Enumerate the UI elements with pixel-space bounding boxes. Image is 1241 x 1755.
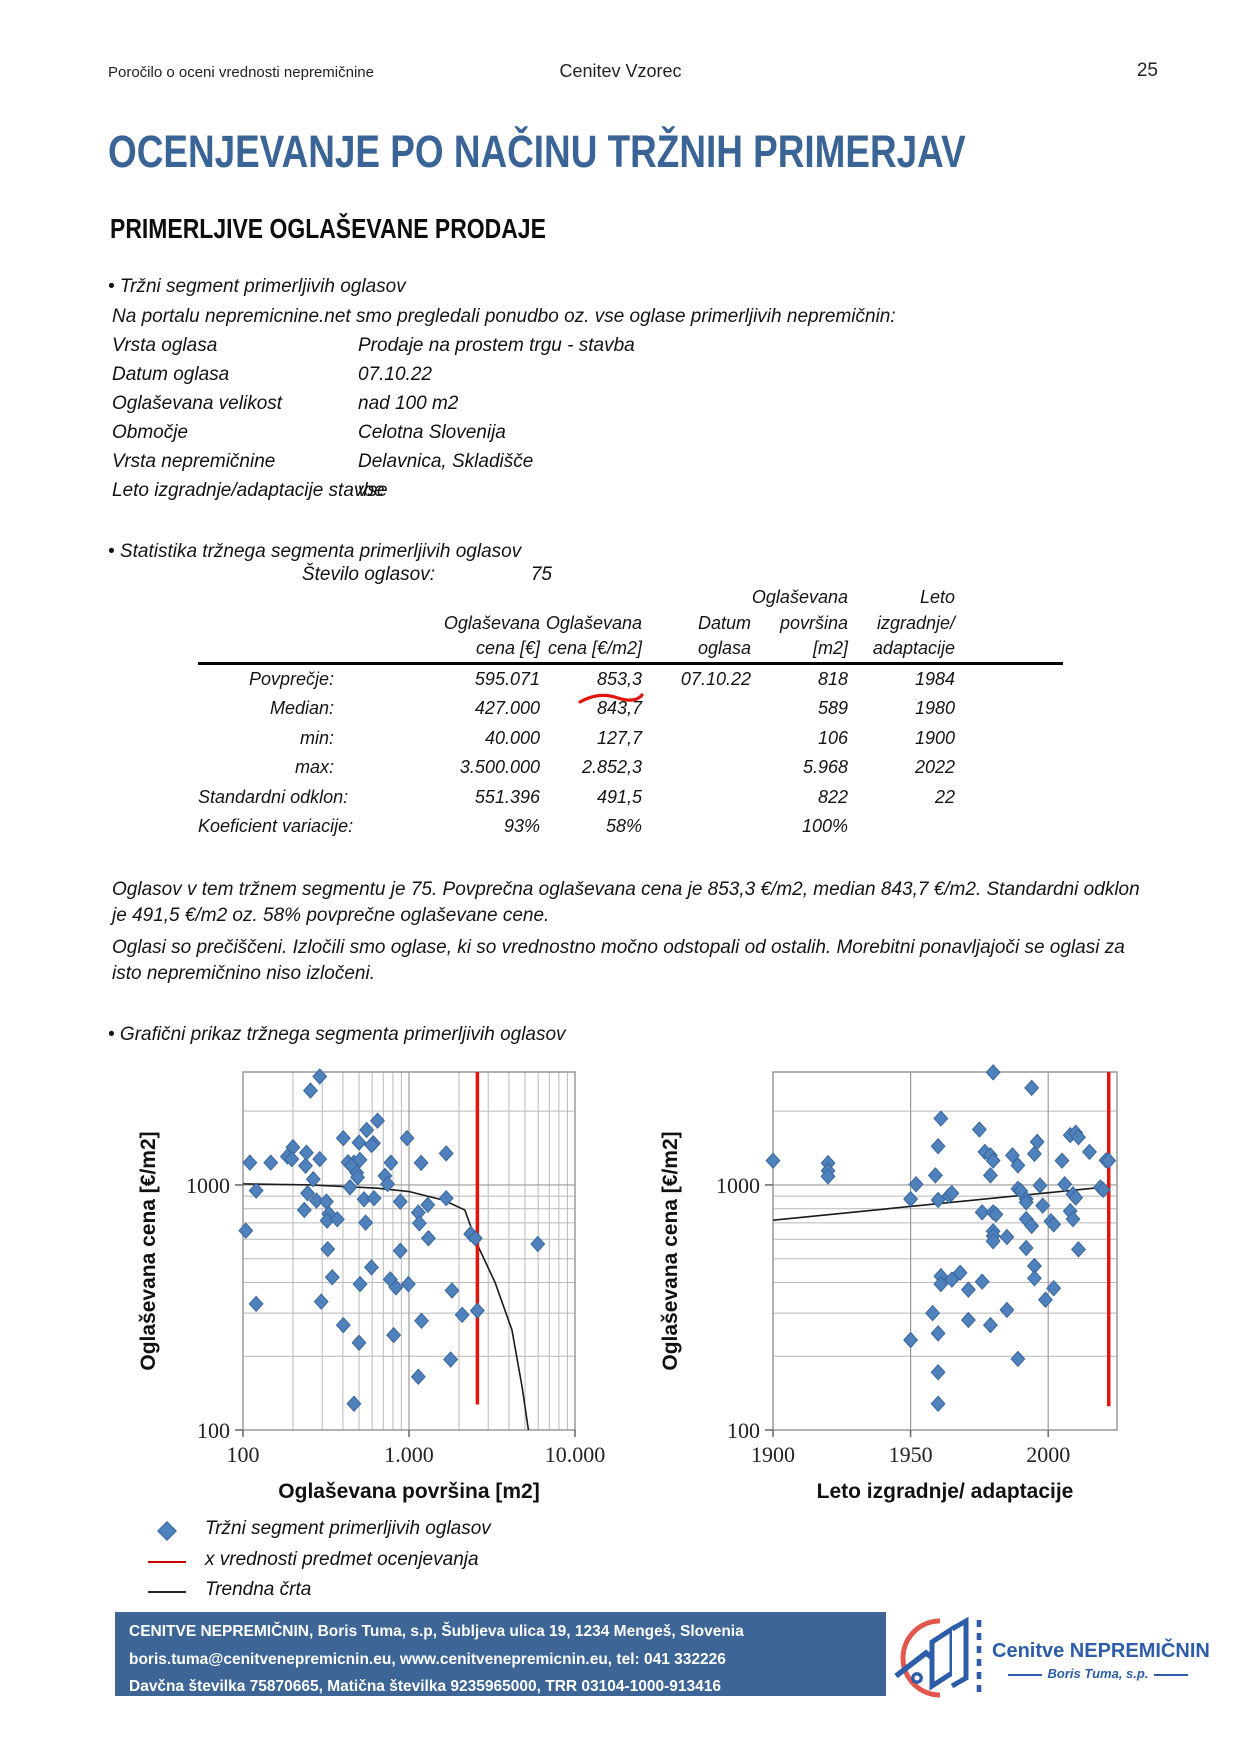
kv-label: Vrsta oglasa (112, 335, 218, 356)
svg-text:1000: 1000 (716, 1173, 760, 1198)
footer-contact-bar: CENITVE NEPREMIČNIN, Boris Tuma, s.p, Šu… (115, 1612, 886, 1696)
kv-value: Delavnica, Skladišče (358, 451, 534, 472)
legend-label: Tržni segment primerljivih oglasov (205, 1518, 491, 1539)
col-header: Leto izgradnje/adaptacije (848, 585, 955, 665)
kv-value: Celotna Slovenija (358, 422, 506, 443)
statistics-bullet: • Statistika tržnega segmenta primerljiv… (108, 541, 522, 562)
col-header: Oglaševana cena [€] (334, 585, 540, 665)
svg-text:10.000: 10.000 (545, 1442, 606, 1467)
kv-label: Leto izgradnje/adaptacije stavbe (112, 480, 385, 501)
col-header: Datum oglasa (642, 585, 751, 665)
legend-label: Trendna črta (205, 1579, 312, 1600)
svg-text:100: 100 (727, 1418, 760, 1443)
svg-text:Oglaševana cena [€/m2]: Oglaševana cena [€/m2] (137, 1131, 160, 1370)
red-squiggle-annotation (578, 693, 644, 704)
red-line-icon (148, 1549, 188, 1575)
kv-label: Oglaševana velikost (112, 393, 283, 414)
col-header (198, 585, 334, 665)
logo-title: Cenitve NEPREMIČNIN (992, 1640, 1210, 1662)
kv-value: Prodaje na prostem trgu - stavba (358, 335, 635, 356)
segment-bullet: • Tržni segment primerljivih oglasov (108, 276, 406, 297)
legend-label: x vrednosti predmet ocenjevanja (205, 1549, 479, 1570)
legend-item-red-line: x vrednosti predmet ocenjevanja (0, 1549, 600, 1575)
svg-text:1.000: 1.000 (384, 1442, 434, 1467)
table-header-row: Oglaševana cena [€] Oglaševana cena [€/m2]… (198, 585, 1063, 665)
section-heading: PRIMERLJIVE OGLAŠEVANE PRODAJE (110, 213, 546, 244)
col-header: Oglaševana površina [m2] (751, 585, 848, 665)
page-number: 25 (1136, 60, 1158, 81)
logo-subtitle: Boris Tuma, s.p. (992, 1666, 1204, 1681)
kv-value: vse (358, 480, 388, 501)
chart-svg: 100 1.000 10.000 100 1000 Oglaševana površina… (137, 1068, 606, 1503)
table-row: Median: 427.000 843,7 589 1980 (269, 698, 955, 718)
segment-intro: Na portalu nepremicnine.net smo pregleda… (112, 306, 896, 327)
scatter-chart-price-vs-area: 100 1.000 10.000 100 1000 Oglaševana površina… (95, 1040, 640, 1525)
svg-text:1950: 1950 (889, 1442, 933, 1467)
table-row: min: 40.000 127,7 106 1900 (299, 727, 955, 748)
scatter-chart-price-vs-year: 1900 1950 2000 100 1000 Leto izgradnje/ adapt… (630, 1040, 1195, 1525)
kv-label: Vrsta nepremičnine (112, 451, 276, 472)
svg-text:1900: 1900 (751, 1442, 795, 1467)
summary-paragraph: Oglasov v tem tržnem segmentu je 75. Pov… (112, 879, 1140, 926)
company-logo: Cenitve NEPREMIČNIN Boris Tuma, s.p. (886, 1612, 1216, 1704)
ads-count-value: 75 (530, 564, 552, 585)
header-center: Cenitev Vzorec (559, 61, 682, 81)
ads-count-label: Število oglasov: (301, 564, 435, 585)
kv-label: Območje (112, 422, 189, 443)
legend-item-trend: Trendna črta (0, 1579, 600, 1605)
svg-text:Leto izgradnje/ adaptacije: Leto izgradnje/ adaptacije (817, 1480, 1074, 1503)
statistics-table: Oglaševana cena [€] Oglaševana cena [€/m2]… (198, 585, 1063, 842)
footer-line: Davčna številka 75870665, Matična števil… (129, 1678, 722, 1695)
page-title: OCENJEVANJE PO NAČINU TRŽNIH PRIMERJAV (108, 126, 966, 177)
footer-line: boris.tuma@cenitvenepremicnin.eu, www.ce… (129, 1650, 726, 1668)
diamond-marker-icon (148, 1518, 188, 1544)
svg-text:100: 100 (227, 1442, 260, 1467)
charts-bullet: • Grafični prikaz tržnega segmenta prime… (108, 1024, 566, 1045)
legend-item-points: Tržni segment primerljivih oglasov (0, 1518, 600, 1544)
kv-value: 07.10.22 (358, 364, 432, 385)
svg-text:1000: 1000 (186, 1173, 230, 1198)
black-line-icon (148, 1579, 188, 1605)
svg-text:2000: 2000 (1026, 1442, 1070, 1467)
header-left: Poročilo o oceni vrednosti nepremičnine (108, 64, 374, 81)
chart-svg: 1900 1950 2000 100 1000 Leto izgradnje/ adapt… (659, 1064, 1118, 1503)
table-row: Povprečje: 595.071 853,3 07.10.22 818 1984 (248, 668, 955, 689)
svg-text:Oglaševana površina [m2]: Oglaševana površina [m2] (278, 1480, 539, 1503)
house-logo-icon (894, 1616, 982, 1698)
svg-text:100: 100 (197, 1418, 230, 1443)
table-row: Koeficient variacije: 93% 58% 100% (198, 816, 848, 836)
col-header: Oglaševana cena [€/m2] (540, 585, 642, 665)
table-row: Standardni odklon: 551.396 491,5 822 22 (198, 786, 955, 807)
table-row: max: 3.500.000 2.852,3 5.968 2022 (294, 757, 955, 777)
kv-value: nad 100 m2 (358, 393, 459, 414)
svg-text:Oglaševana cena [€/m2]: Oglaševana cena [€/m2] (659, 1131, 682, 1370)
kv-label: Datum oglasa (112, 364, 230, 385)
footer-line: CENITVE NEPREMIČNIN, Boris Tuma, s.p, Šu… (129, 1623, 744, 1640)
col-header-filler (955, 585, 1063, 665)
cleaning-paragraph: Oglasi so prečiščeni. Izločili smo oglas… (112, 937, 1125, 984)
